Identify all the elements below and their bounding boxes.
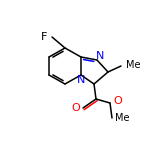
Text: N: N <box>77 75 85 85</box>
Text: F: F <box>41 32 47 42</box>
Text: N: N <box>96 51 104 61</box>
Text: O: O <box>113 96 122 106</box>
Text: Me: Me <box>126 60 140 70</box>
Text: Me: Me <box>115 113 130 123</box>
Text: O: O <box>71 103 80 113</box>
